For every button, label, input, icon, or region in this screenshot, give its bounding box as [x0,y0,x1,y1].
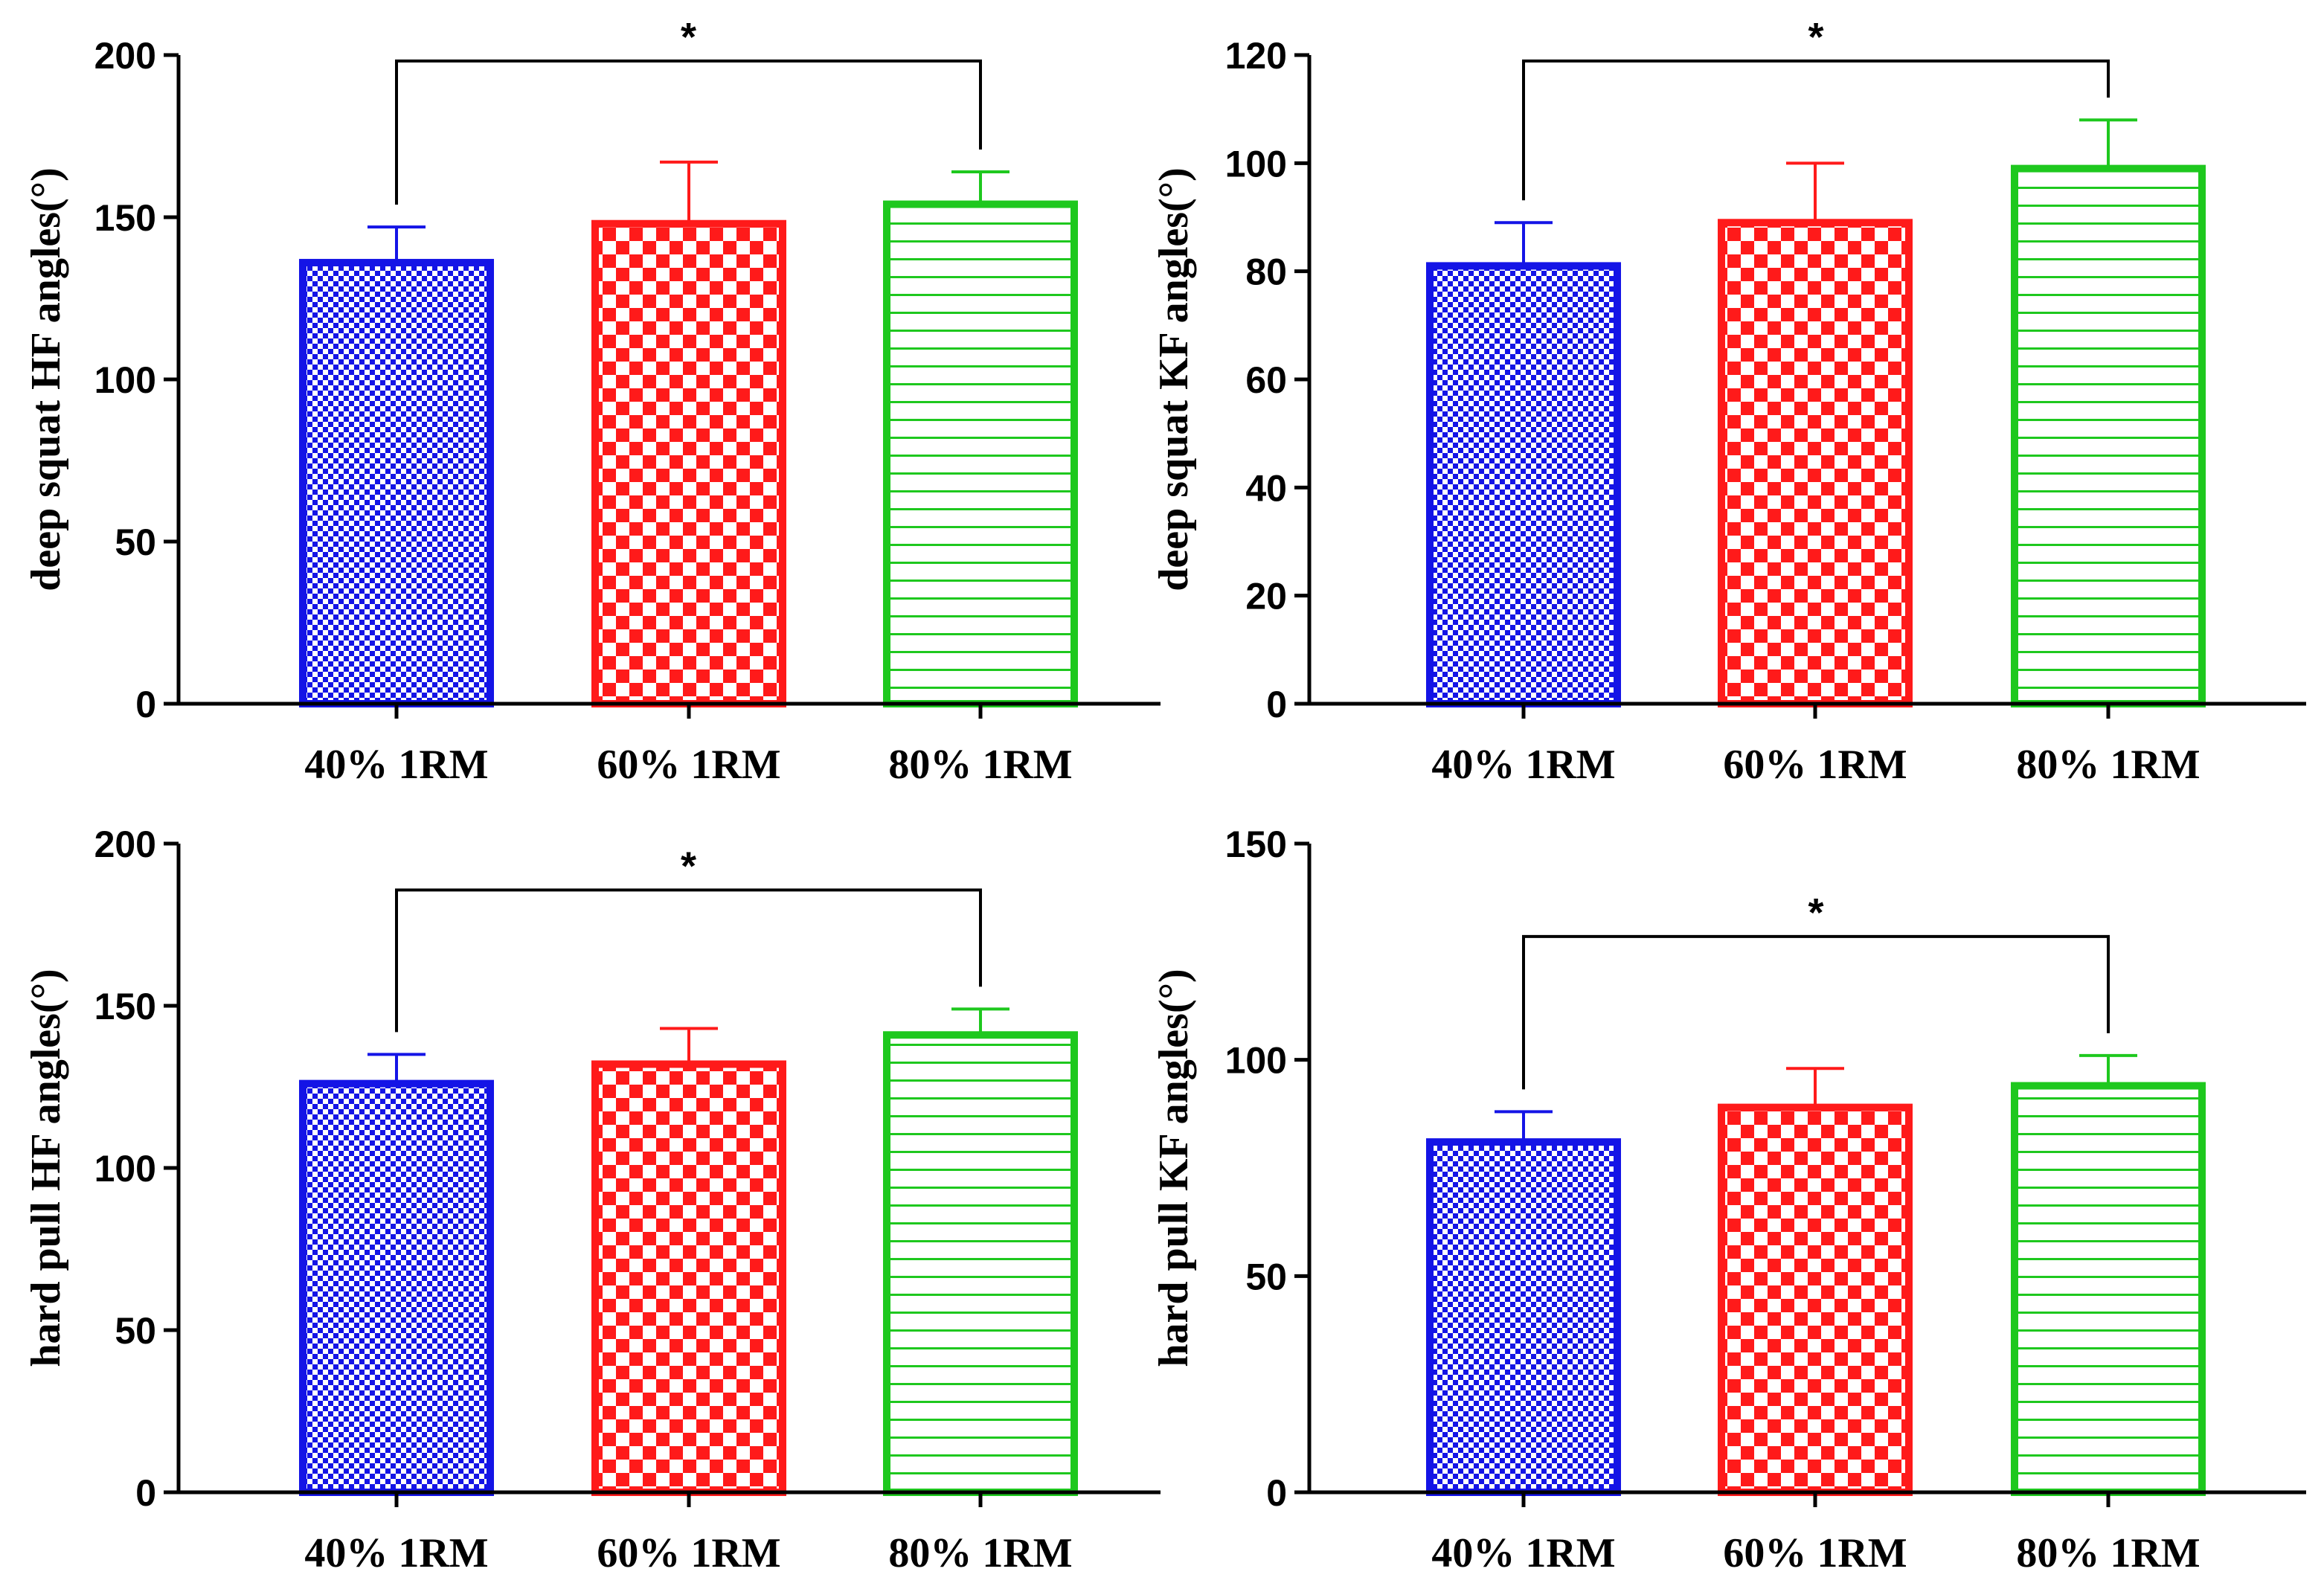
y-tick-label: 200 [94,824,156,865]
x-category-label: 40% 1RM [304,1530,488,1576]
x-category-label: 80% 1RM [888,1530,1072,1576]
significance-label: * [1808,890,1823,935]
significance-label: * [1808,15,1823,60]
x-category-label: 40% 1RM [304,742,488,788]
x-category-label: 80% 1RM [2016,1530,2200,1576]
y-tick-label: 100 [1225,143,1287,184]
y-tick-label: 40 [1245,467,1287,509]
chart-panel: 0 50 100 150 200 40% 1RM 60% 1RM 80% 1RM hard pu… [23,824,1161,1576]
y-tick-label: 60 [1245,359,1287,401]
y-tick-label: 0 [135,684,156,725]
y-tick-label: 150 [94,986,156,1027]
y-tick-label: 50 [115,521,156,563]
x-category-label: 60% 1RM [1723,1530,1907,1576]
chart-panel: 0 20 40 60 80 100 120 40% 1RM 60% 1RM 80% 1RM deep… [1151,15,2306,788]
y-axis-title: deep squat HF angles(°) [23,167,69,591]
significance-bracket [395,888,982,1033]
y-axis-title: hard pull HF angles(°) [23,969,69,1367]
x-category-label: 40% 1RM [1431,742,1615,788]
y-tick-label: 200 [94,35,156,77]
bar [2011,1082,2206,1496]
y-tick-label: 150 [1225,824,1287,865]
y-tick-label: 0 [1266,684,1287,725]
y-tick-label: 20 [1245,576,1287,617]
bar [883,200,1078,707]
bar [1426,1138,1621,1496]
significance-label: * [681,15,696,60]
x-category-label: 60% 1RM [597,1530,780,1576]
bar [591,219,786,708]
chart-panel: 0 50 100 150 200 40% 1RM 60% 1RM 80% 1RM deep sq… [23,15,1161,788]
x-category-label: 80% 1RM [888,742,1072,788]
bar [1718,1103,1913,1496]
bar [1718,219,1913,707]
y-axis-title: hard pull KF angles(°) [1151,969,1197,1367]
x-category-label: 40% 1RM [1431,1530,1615,1576]
y-tick-label: 50 [115,1310,156,1352]
y-tick-label: 0 [1266,1472,1287,1514]
significance-bracket [1522,60,2110,201]
bar [299,259,494,708]
y-tick-label: 0 [135,1472,156,1514]
y-tick-label: 50 [1245,1256,1287,1297]
y-tick-label: 120 [1225,35,1287,77]
significance-label: * [681,844,696,888]
x-category-label: 60% 1RM [1723,742,1907,788]
y-tick-label: 80 [1245,251,1287,293]
significance-bracket [395,60,982,205]
significance-bracket [1522,934,2110,1090]
y-tick-label: 150 [94,197,156,239]
bar [883,1031,1078,1496]
bar [1426,262,1621,707]
y-tick-label: 100 [1225,1040,1287,1082]
bar [591,1060,786,1496]
y-tick-label: 100 [94,1148,156,1190]
x-category-label: 80% 1RM [2016,742,2200,788]
y-tick-label: 100 [94,359,156,401]
bar [299,1079,494,1496]
x-category-label: 60% 1RM [597,742,780,788]
bar [2011,164,2206,708]
chart-panel: 0 50 100 150 40% 1RM 60% 1RM 80% 1RM hard pull … [1151,824,2306,1576]
y-axis-title: deep squat KF angles(°) [1151,167,1197,591]
